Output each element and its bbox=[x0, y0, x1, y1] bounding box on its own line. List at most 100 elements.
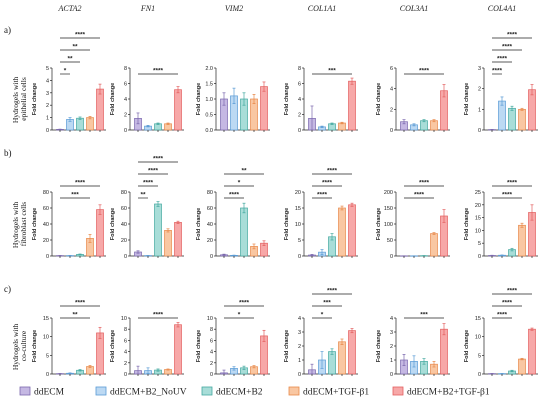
error-bar bbox=[78, 116, 82, 120]
y-tick-label: 2 bbox=[390, 107, 393, 113]
error-bar bbox=[340, 121, 344, 125]
error-bar bbox=[166, 122, 170, 125]
bar-ddecm-b2-tgf-1 bbox=[174, 89, 182, 131]
y-axis-label: Fold change bbox=[284, 330, 290, 362]
y-tick-label: 4 bbox=[298, 97, 301, 103]
error-bar bbox=[510, 247, 514, 252]
error-bar bbox=[490, 254, 494, 257]
y-tick-label: 4 bbox=[210, 350, 213, 356]
row-label-line: fibroblast cells bbox=[19, 202, 28, 246]
error-bar bbox=[530, 84, 534, 96]
y-tick-label: 2 bbox=[124, 113, 127, 119]
error-bar bbox=[530, 204, 534, 221]
bar-ddecm-tgf-1 bbox=[338, 207, 346, 257]
y-tick-label: 5 bbox=[478, 241, 481, 247]
significance-label: **** bbox=[239, 300, 250, 307]
significance-label: **** bbox=[507, 288, 518, 295]
row-labels: a) Hydrogels with epithelial cells b) Hy… bbox=[4, 25, 28, 370]
significance-label: **** bbox=[153, 68, 164, 75]
significance-label: **** bbox=[148, 168, 159, 175]
y-tick-label: 0 bbox=[478, 372, 481, 378]
significance-label: **** bbox=[419, 68, 430, 75]
significance-label: * bbox=[238, 180, 241, 187]
y-axis-label: Fold change bbox=[464, 83, 470, 115]
y-tick-label: 6 bbox=[124, 338, 127, 344]
significance-label: **** bbox=[327, 168, 338, 175]
error-bar bbox=[176, 220, 180, 224]
legend-item-ddecm: ddECM bbox=[19, 386, 65, 398]
significance-label: **** bbox=[153, 156, 164, 163]
y-tick-label: 10 bbox=[475, 228, 481, 234]
y-axis-label: Fold change bbox=[110, 208, 116, 240]
error-bar bbox=[510, 105, 514, 111]
bar-ddecm-tgf-1 bbox=[518, 358, 526, 375]
significance-label: ** bbox=[241, 168, 247, 175]
significance-label: *** bbox=[323, 300, 331, 307]
panel-letter-a: a) bbox=[4, 25, 11, 35]
y-axis-label: Fold change bbox=[284, 83, 290, 115]
y-axis-label: Fold change bbox=[32, 83, 38, 115]
y-tick-label: 6 bbox=[390, 66, 393, 72]
y-tick-label: 20 bbox=[121, 238, 127, 244]
y-tick-label: 80 bbox=[121, 190, 127, 196]
row-label-co-culture: Hydrogels with co-culture bbox=[11, 322, 28, 370]
error-bar bbox=[252, 93, 256, 105]
error-bar bbox=[340, 205, 344, 211]
chart-col3a1-a: 0 2 4 6 Fold change **** bbox=[376, 66, 450, 134]
error-bar bbox=[176, 322, 180, 328]
error-bar bbox=[78, 369, 82, 372]
y-axis-label: Fold change bbox=[196, 208, 202, 240]
y-tick-label: 10 bbox=[207, 316, 213, 322]
significance-label: * bbox=[238, 312, 241, 319]
y-tick-label: 8 bbox=[124, 327, 127, 333]
legend: ddECM ddECM+B2_NoUV ddECM+B2 ddECM+TGF-β… bbox=[19, 386, 490, 398]
legend-item-ddecm-b2-tgf: ddECM+B2+TGF-β1 bbox=[392, 386, 490, 398]
error-bar bbox=[98, 326, 102, 339]
significance-label: **** bbox=[507, 180, 518, 187]
chart-col4a1-c: 0 5 10 15 Fold change **** **** **** bbox=[464, 288, 538, 378]
y-tick-label: 5 bbox=[478, 353, 481, 359]
y-tick-label: 100 bbox=[384, 222, 393, 228]
error-bar bbox=[88, 365, 92, 369]
y-tick-label: 0 bbox=[478, 254, 481, 260]
y-tick-label: 2 bbox=[390, 344, 393, 350]
bar-ddecm-b2 bbox=[420, 120, 428, 131]
error-bar bbox=[500, 96, 504, 106]
y-tick-label: 8 bbox=[298, 66, 301, 72]
significance-label: **** bbox=[143, 180, 154, 187]
y-tick-label: 60 bbox=[207, 206, 213, 212]
significance-label: * bbox=[64, 68, 67, 75]
column-headers: ACTA2 FN1 VIM2 COL1A1 COL3A1 COL4A1 bbox=[58, 4, 517, 13]
y-axis-label: Fold change bbox=[464, 208, 470, 240]
bar-ddecm-b2-tgf-1 bbox=[528, 328, 536, 375]
y-tick-label: 2 bbox=[298, 344, 301, 350]
error-bar bbox=[432, 361, 436, 368]
error-bar bbox=[156, 122, 160, 125]
row-label-fibroblast: Hydrogels with fibroblast cells bbox=[11, 200, 28, 248]
chart-col3a1-b: 0 50 100 150 200 Fold change **** **** bbox=[376, 180, 450, 260]
bar-ddecm-b2 bbox=[154, 203, 162, 257]
row-label-line: epithelial cells bbox=[19, 77, 28, 121]
bar-ddecm-b2 bbox=[76, 117, 84, 131]
y-tick-label: 4 bbox=[298, 316, 301, 322]
error-bar bbox=[98, 83, 102, 95]
significance-label: ** bbox=[72, 44, 78, 51]
y-tick-label: 0 bbox=[298, 128, 301, 134]
error-bar bbox=[330, 122, 334, 125]
y-axis-label: Fold change bbox=[376, 83, 382, 115]
y-tick-label: 0 bbox=[478, 128, 481, 134]
panel-letter-b: b) bbox=[4, 148, 12, 158]
error-bar bbox=[156, 201, 160, 207]
legend-label: ddECM bbox=[34, 388, 65, 398]
y-tick-label: 40 bbox=[43, 222, 49, 228]
y-tick-label: 1 bbox=[478, 107, 481, 113]
y-axis-label: Fold change bbox=[196, 330, 202, 362]
error-bar bbox=[262, 81, 266, 92]
y-axis-label: Fold change bbox=[110, 83, 116, 115]
y-tick-label: 25 bbox=[475, 190, 481, 196]
y-tick-label: 20 bbox=[207, 238, 213, 244]
significance-label: **** bbox=[75, 300, 86, 307]
